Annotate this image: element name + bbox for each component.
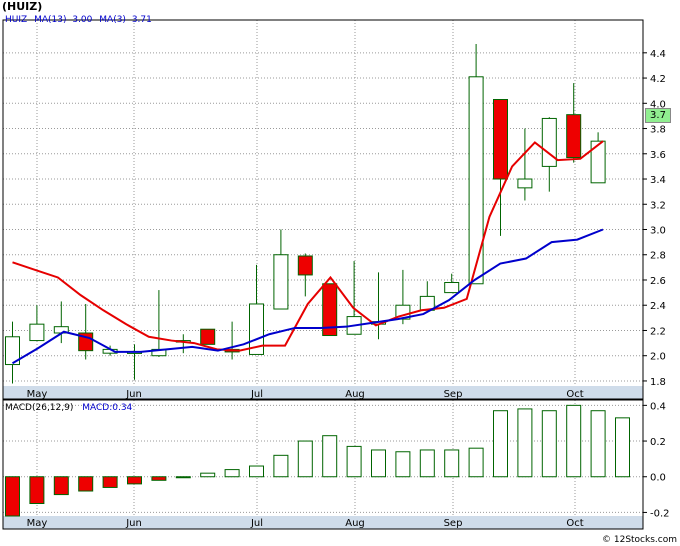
macd-bar [395, 451, 411, 478]
macd-x-tick-label: May [27, 518, 48, 529]
macd-y-tick-label: 0.0 [650, 473, 666, 484]
macd-x-tick-label: Jun [125, 518, 142, 529]
macd-bar [517, 408, 533, 478]
macd-bar [419, 449, 435, 478]
macd-bar [566, 404, 582, 478]
price-x-tick-label: Sep [444, 389, 463, 400]
macd-legend: MACD(26,12,9) MACD:0.34 [5, 403, 132, 413]
price-y-tick-label: 1.8 [650, 377, 666, 388]
macd-bar [273, 454, 289, 478]
candle-body [5, 336, 20, 366]
price-date-band [3, 386, 643, 399]
macd-bar [468, 447, 484, 478]
macd-y-tick-label: 0.4 [650, 401, 666, 412]
chart-title: (HUIZ) [2, 0, 43, 13]
price-y-tick-label: 4.2 [650, 74, 666, 85]
macd-panel-frame [2, 399, 644, 530]
legend-ma13-label: MA(13) [34, 15, 67, 25]
price-y-tick-label: 2.8 [650, 251, 666, 262]
candle-body [517, 178, 533, 189]
macd-bar [346, 445, 362, 478]
macd-date-band [3, 516, 643, 529]
candle-body [297, 255, 313, 276]
price-y-tick-label: 2.6 [650, 276, 666, 287]
candle-body [566, 114, 582, 159]
macd-bar [29, 476, 45, 505]
price-y-tick-label: 4.4 [650, 49, 666, 60]
price-x-tick-label: Jun [125, 389, 142, 400]
candle-body [322, 283, 338, 337]
macd-legend-value: MACD:0.34 [82, 403, 133, 413]
price-y-tick-label: 4.0 [650, 99, 666, 110]
macd-x-tick-label: Oct [566, 518, 583, 529]
macd-grid: May Jun Jul Aug Sep Oct [3, 400, 643, 529]
price-y-tick-label: 2.4 [650, 301, 666, 312]
macd-x-tick-label: Sep [444, 518, 463, 529]
moving-average-lines [11, 140, 604, 365]
macd-legend-label: MACD(26,12,9) [5, 403, 74, 413]
price-y-tick-label: 3.2 [650, 200, 666, 211]
legend-symbol: HUIZ [5, 15, 28, 25]
macd-bar [590, 410, 606, 478]
price-y-tick-label: 3.8 [650, 125, 666, 136]
macd-y-tick-label: 0.2 [650, 437, 666, 448]
candle-body [273, 254, 289, 310]
candle-body [444, 282, 460, 294]
macd-bar [444, 449, 460, 478]
price-panel-frame [2, 19, 644, 400]
macd-bar [127, 476, 142, 485]
ma3-line [12, 140, 604, 352]
macd-bar [224, 469, 240, 478]
candle-body [29, 323, 45, 342]
price-y-tick-label: 2.2 [650, 326, 666, 337]
macd-bar [5, 476, 20, 517]
price-y-tick-label: 3.4 [650, 175, 666, 186]
price-x-tick-label: Aug [345, 389, 365, 400]
macd-bar [53, 476, 69, 496]
legend-ma13-value: 3.00 [72, 15, 93, 25]
macd-bar [200, 472, 216, 478]
candle-body [249, 303, 264, 355]
price-y-tick-label: 3.6 [650, 150, 666, 161]
price-axis: 1.8 2.0 2.2 2.4 2.6 2.8 3.0 3.2 3.4 3.6 3.8 4.0 4.2 4… [643, 49, 666, 388]
price-y-tick-label: 2.0 [650, 352, 666, 363]
candle-body [590, 140, 606, 184]
price-y-tick-label: 3.0 [650, 226, 666, 237]
macd-bar [175, 476, 191, 479]
macd-bar [151, 476, 167, 481]
price-candles [5, 43, 606, 384]
price-x-tick-label: Jul [250, 389, 263, 400]
macd-axis: -0.2 0.0 0.2 0.4 [643, 401, 670, 519]
legend-ma3-label: MA(3) [99, 15, 126, 25]
macd-bar [322, 435, 338, 478]
candle-body [468, 76, 484, 285]
macd-bar [297, 440, 313, 478]
candle-body [200, 328, 216, 345]
macd-bar [78, 476, 94, 492]
price-x-tick-label: Oct [566, 389, 583, 400]
macd-x-tick-label: Aug [345, 518, 365, 529]
last-price-tag: 3.7 [645, 108, 671, 123]
watermark: © 12Stocks.com [602, 535, 677, 545]
macd-x-tick-label: Jul [250, 518, 263, 529]
macd-bar [102, 476, 118, 488]
ma13-line [11, 228, 604, 365]
candle-body [541, 117, 557, 167]
panel-frames [2, 19, 644, 530]
macd-bar [371, 449, 386, 478]
price-legend: HUIZ MA(13) 3.00 MA(3) 3.71 [5, 15, 152, 25]
candle-body [493, 99, 508, 180]
legend-ma3-value: 3.71 [131, 15, 152, 25]
macd-y-tick-label: -0.2 [650, 508, 670, 519]
macd-bars [5, 404, 630, 517]
macd-bar [541, 410, 557, 478]
macd-bar [615, 417, 630, 478]
price-x-tick-label: May [27, 389, 48, 400]
macd-bar [249, 465, 264, 478]
macd-bar [493, 410, 508, 478]
